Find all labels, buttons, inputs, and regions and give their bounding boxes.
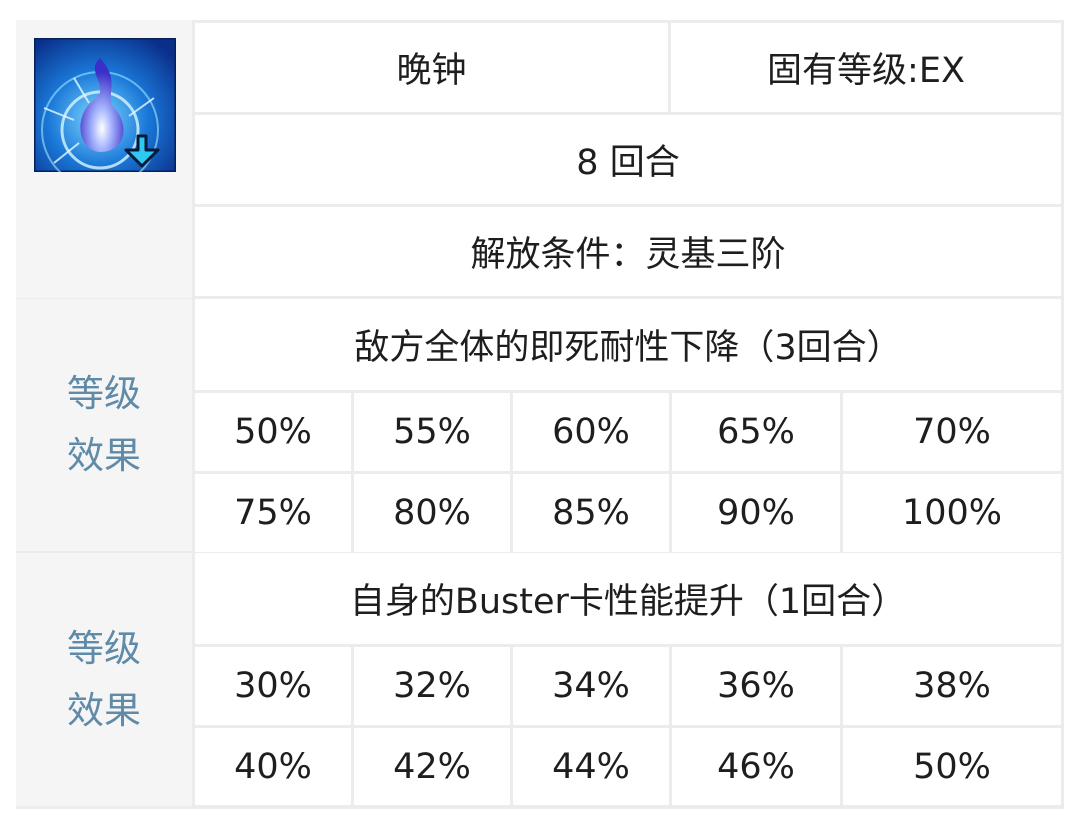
effect-value: 36% bbox=[672, 647, 840, 725]
effect-value: 34% bbox=[513, 647, 669, 725]
effect-level-label: 等级 效果 bbox=[16, 299, 192, 551]
effect-label-text: 等级 bbox=[67, 372, 141, 415]
effect-value: 100% bbox=[843, 474, 1061, 552]
effect-value: 40% bbox=[195, 728, 351, 805]
effect-value: 90% bbox=[672, 474, 840, 552]
skill-name: 晚钟 bbox=[195, 23, 668, 112]
effect-value: 80% bbox=[354, 474, 510, 552]
effect-value: 65% bbox=[672, 393, 840, 471]
effect-label-text: 效果 bbox=[67, 688, 141, 732]
effect-value: 50% bbox=[195, 393, 351, 471]
effect-value: 44% bbox=[513, 728, 669, 805]
effect-value: 42% bbox=[354, 728, 510, 805]
effect-value: 38% bbox=[843, 647, 1061, 725]
effect-value: 55% bbox=[354, 393, 510, 471]
skill-cooldown: 8 回合 bbox=[195, 115, 1061, 204]
effect-value: 46% bbox=[672, 728, 840, 805]
effect-label-text: 等级 bbox=[67, 626, 141, 670]
skill-table: 晚钟 固有等级:EX 8 回合 解放条件：灵基三阶 等级 效果 敌方全体的即死耐性下… bbox=[16, 20, 1064, 809]
effect-value: 60% bbox=[513, 393, 669, 471]
effect-value: 50% bbox=[843, 728, 1061, 805]
effect-value: 85% bbox=[513, 474, 669, 552]
effect-label-text: 效果 bbox=[67, 434, 141, 477]
effect-level-label: 等级 效果 bbox=[16, 553, 192, 806]
icon-cell bbox=[16, 20, 192, 298]
effect-value: 70% bbox=[843, 393, 1061, 471]
effect-description: 自身的Buster卡性能提升（1回合） bbox=[195, 553, 1061, 644]
effect-description: 敌方全体的即死耐性下降（3回合） bbox=[195, 299, 1061, 390]
skill-rank: 固有等级:EX bbox=[671, 23, 1061, 112]
blue-flame-down-arrow-icon bbox=[34, 38, 176, 172]
effect-value: 75% bbox=[195, 474, 351, 552]
effect-value: 32% bbox=[354, 647, 510, 725]
unlock-condition: 解放条件：灵基三阶 bbox=[195, 207, 1061, 296]
effect-value: 30% bbox=[195, 647, 351, 725]
